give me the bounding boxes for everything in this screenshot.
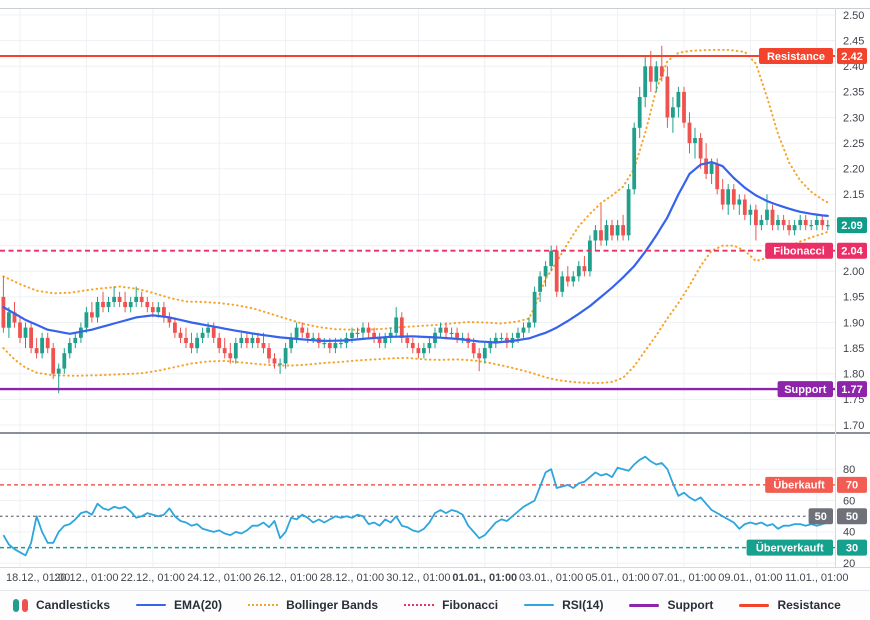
svg-text:1.70: 1.70 <box>843 420 864 432</box>
resistance-axis-badge <box>837 48 867 64</box>
time-tick-label: 30.12., 01:00 <box>386 572 450 584</box>
bollinger-upper-line <box>2 48 829 331</box>
legend-item-resistance: Resistance <box>739 598 841 612</box>
legend-label-candlesticks: Candlesticks <box>36 598 111 612</box>
chart-canvas[interactable]: 2.50 2.45 2.40 2.35 2.30 2.25 2.20 2.15 2.00 1.95… <box>0 0 870 590</box>
bollinger-bands-line-icon <box>248 604 279 606</box>
rsi-oversold-badge-label: Überverkauft <box>756 541 824 554</box>
time-tick-label: 03.01., 01:00 <box>519 572 583 584</box>
svg-text:2.45: 2.45 <box>843 35 864 47</box>
resistance-axis-badge-label: 2.42 <box>841 51 862 63</box>
svg-text:2.20: 2.20 <box>843 164 864 176</box>
time-tick-label: 09.01., 01:00 <box>718 572 782 584</box>
main-pane <box>0 45 835 394</box>
time-tick-label: 05.01., 01:00 <box>585 572 649 584</box>
legend-item-rsi-14-: RSI(14) <box>524 598 603 612</box>
legend-item-candlesticks: Candlesticks <box>13 598 110 612</box>
svg-text:2.30: 2.30 <box>843 112 864 124</box>
last-price-badge <box>837 217 867 234</box>
legend-item-support: Support <box>629 598 713 612</box>
rsi-overbought-axis-badge <box>837 476 867 493</box>
rsi-midline-axis-badge-label: 50 <box>846 511 858 523</box>
support-badge <box>777 381 833 398</box>
rsi-midline-axis-badge <box>837 508 867 525</box>
legend-label-ema-20-: EMA(20) <box>174 598 223 612</box>
support-badge-label: Support <box>784 384 826 396</box>
chart-background <box>0 0 870 590</box>
svg-text:1.90: 1.90 <box>843 317 864 329</box>
legend-item-bollinger-bands: Bollinger Bands <box>248 598 378 612</box>
rsi-line <box>2 455 829 557</box>
svg-text:2.00: 2.00 <box>843 266 864 278</box>
price-axis: 2.50 2.45 2.40 2.35 2.30 2.25 2.20 2.15 2.00 1.95… <box>843 10 864 570</box>
legend-label-resistance: Resistance <box>777 598 841 612</box>
last-price-badge-label: 2.09 <box>841 220 862 232</box>
ema-20--line-icon <box>136 604 167 606</box>
resistance-badge <box>759 48 833 64</box>
time-tick-label: 07.01., 01:00 <box>652 572 716 584</box>
svg-text:2.35: 2.35 <box>843 87 864 99</box>
svg-text:80: 80 <box>843 464 855 476</box>
rsi-overbought-axis-badge-label: 70 <box>846 480 858 492</box>
svg-text:2.25: 2.25 <box>843 138 864 150</box>
fibonacci-badge-label: Fibonacci <box>773 246 824 258</box>
svg-text:1.85: 1.85 <box>843 343 864 355</box>
support-axis-badge-label: 1.77 <box>841 384 862 396</box>
fibonacci-line-icon <box>404 604 435 606</box>
badges-layer: Resistance 2.42 2.09 Fibonacci 2.04 Support 1.… <box>746 48 867 556</box>
rsi-midline-badge-label: 50 <box>815 511 827 523</box>
rsi-pane <box>0 455 835 557</box>
time-tick-label: 01.01., 01:00 <box>452 572 517 584</box>
rsi-oversold-axis-badge <box>837 539 867 556</box>
svg-text:1.75: 1.75 <box>843 394 864 406</box>
price-axis-drag-area[interactable] <box>835 8 870 567</box>
legend-item-fibonacci: Fibonacci <box>404 598 498 612</box>
rsi-midline-badge <box>808 508 833 525</box>
candlesticks-icon <box>13 598 28 612</box>
bollinger-lower-line <box>2 230 829 384</box>
svg-text:1.80: 1.80 <box>843 369 864 381</box>
time-axis-drag-area[interactable] <box>0 567 870 590</box>
svg-text:2.40: 2.40 <box>843 61 864 73</box>
rsi-overbought-badge <box>765 476 833 493</box>
svg-text:2.50: 2.50 <box>843 10 864 22</box>
rsi-oversold-badge <box>746 539 833 556</box>
fibonacci-axis-badge-label: 2.04 <box>841 246 863 258</box>
legend-label-support: Support <box>667 598 714 612</box>
legend-item-ema-20-: EMA(20) <box>136 598 222 612</box>
resistance-badge-label: Resistance <box>767 51 825 63</box>
legend-label-fibonacci: Fibonacci <box>442 598 499 612</box>
rsi-overbought-badge-label: Überkauft <box>773 479 825 492</box>
time-tick-label: 28.12., 01:00 <box>320 572 384 584</box>
svg-text:1.95: 1.95 <box>843 292 864 304</box>
support-axis-badge <box>837 381 867 398</box>
rsi-oversold-axis-badge-label: 30 <box>846 542 858 554</box>
resistance-line-icon <box>739 603 770 607</box>
svg-text:40: 40 <box>843 527 855 539</box>
legend-label-rsi-14-: RSI(14) <box>562 598 604 612</box>
legend-label-bollinger-bands: Bollinger Bands <box>286 598 379 612</box>
ema-line <box>2 161 829 344</box>
support-line-icon <box>629 603 660 607</box>
fibonacci-badge <box>765 242 833 259</box>
time-tick-label: 24.12., 01:00 <box>187 572 251 584</box>
time-tick-label: 22.12., 01:00 <box>121 572 185 584</box>
time-tick-label: 18.12., 01:00 <box>6 572 70 584</box>
legend-bar: Candlesticks EMA(20) Bollinger Bands Fibona… <box>0 590 870 619</box>
time-tick-label: 20.12., 01:00 <box>54 572 118 584</box>
time-tick-label: 26.12., 01:00 <box>253 572 317 584</box>
svg-text:60: 60 <box>843 495 855 507</box>
svg-text:2.15: 2.15 <box>843 189 864 201</box>
rsi-14--line-icon <box>524 604 555 606</box>
fibonacci-axis-badge <box>837 242 867 259</box>
time-tick-label: 11.01., 01:00 <box>785 572 848 584</box>
time-axis: 18.12., 01:0020.12., 01:0022.12., 01:002… <box>6 572 848 584</box>
